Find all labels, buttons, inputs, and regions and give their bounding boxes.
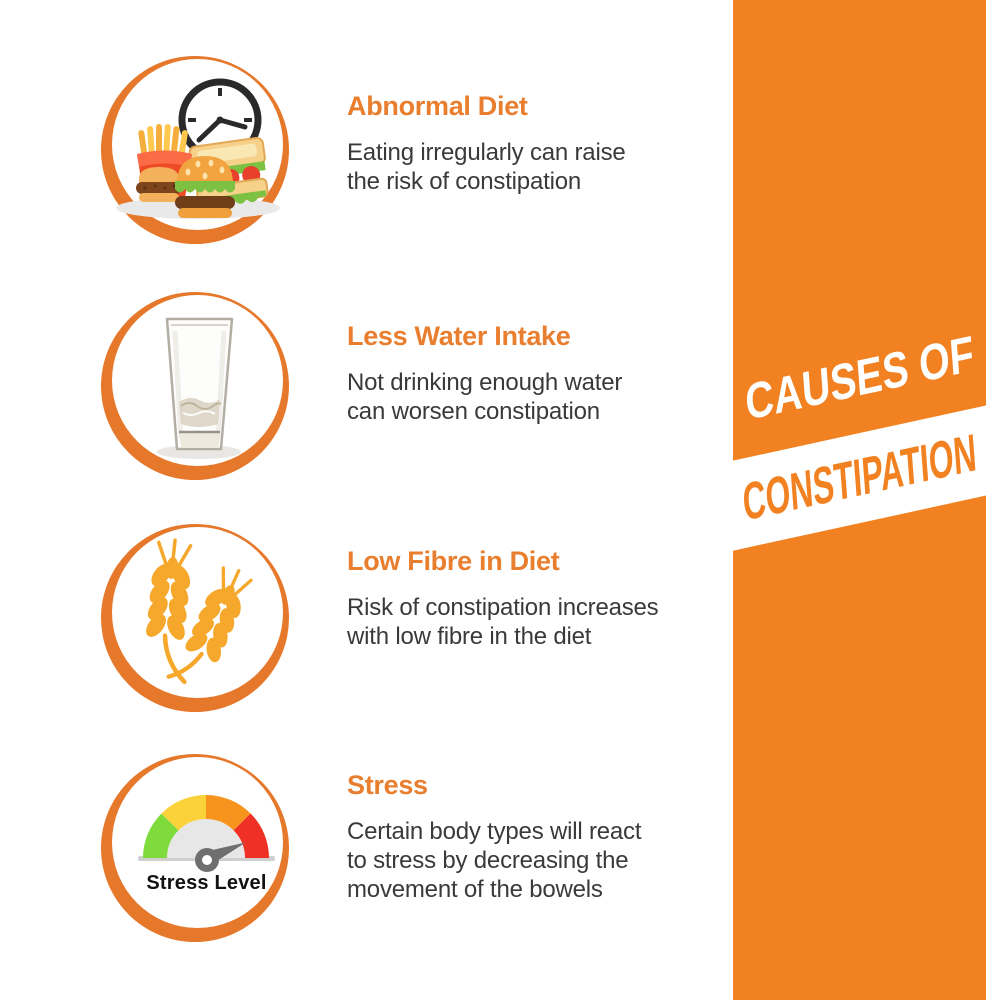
- item-description: Eating irregularly can raise the risk of…: [347, 139, 626, 195]
- banner-title-line2: CONSTIPATION: [741, 423, 979, 533]
- text-block-low-fibre: Low Fibre in Diet Risk of constipation i…: [347, 546, 692, 651]
- icon-circle-stress: Stress Level: [95, 748, 295, 948]
- fast-food-clock-icon: [116, 78, 280, 219]
- item-title: Less Water Intake: [347, 321, 571, 351]
- icon-circle-abnormal-diet: [95, 50, 295, 250]
- orange-ring: [101, 524, 289, 712]
- text-block-abnormal-diet: Abnormal Diet Eating irregularly can rai…: [347, 91, 692, 196]
- wheat-icon: [146, 538, 253, 685]
- small-burger-glyph: [136, 167, 182, 202]
- stress-meter-icon: [138, 795, 275, 872]
- side-banner: CAUSES OF CONSTIPATION: [733, 0, 986, 1000]
- text-block-less-water: Less Water Intake Not drinking enough wa…: [347, 321, 692, 426]
- text-block-stress: Stress Certain body types will react to …: [347, 770, 692, 904]
- big-burger-glyph: [175, 156, 235, 218]
- icon-circle-less-water: [95, 286, 295, 486]
- meter-needle: [195, 842, 246, 872]
- item-title: Abnormal Diet: [347, 91, 528, 121]
- clock-glyph: [178, 78, 262, 162]
- water-glass-icon: [157, 317, 241, 459]
- stress-level-label: Stress Level: [146, 872, 267, 894]
- item-description: Risk of constipation increases with low …: [347, 594, 659, 650]
- item-title: Low Fibre in Diet: [347, 546, 560, 576]
- item-description: Certain body types will react to stress …: [347, 818, 642, 903]
- item-description: Not drinking enough water can worsen con…: [347, 369, 623, 425]
- item-title: Stress: [347, 770, 428, 800]
- icon-circle-low-fibre: [95, 518, 295, 718]
